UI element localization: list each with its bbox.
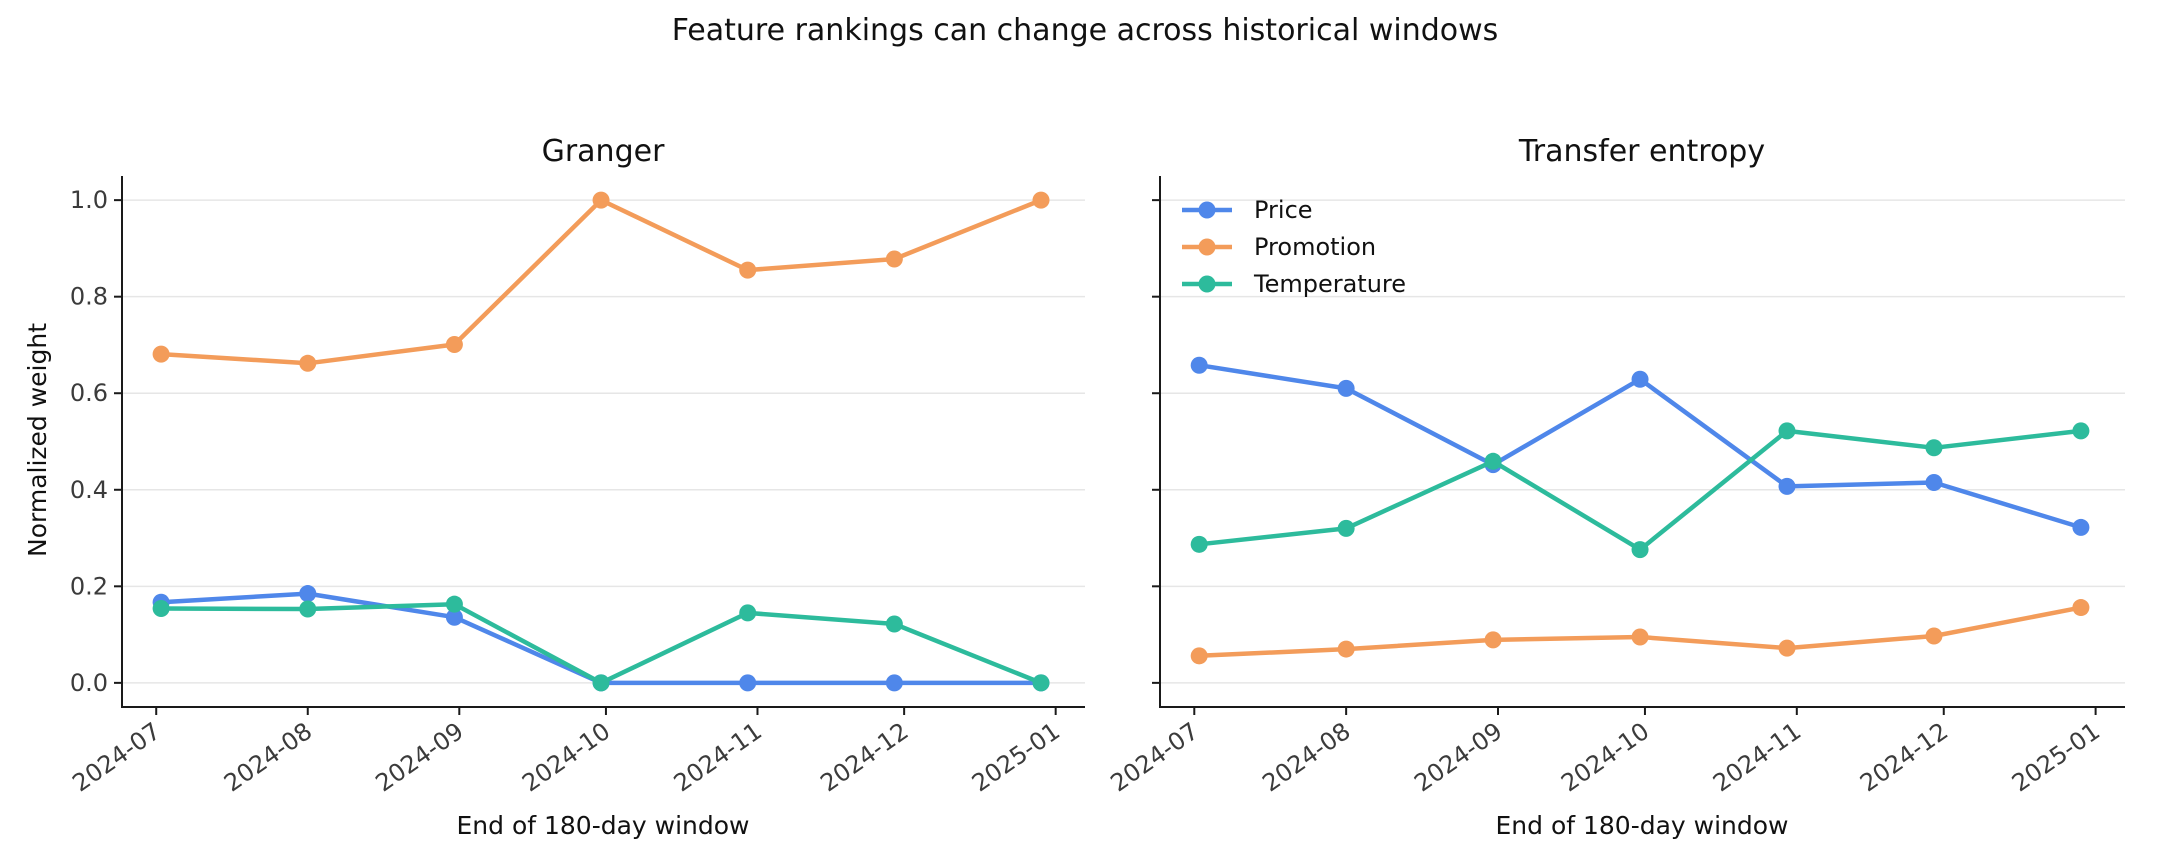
transfer-entropy-promotion-point	[1631, 628, 1649, 646]
transfer-entropy-panel-title: Transfer entropy	[1518, 134, 1765, 169]
transfer-entropy-x-tick-label: 2024-10	[1556, 717, 1654, 797]
transfer-entropy-x-tick-label: 2024-07	[1106, 717, 1204, 797]
transfer-entropy-price-point	[1925, 474, 1943, 492]
granger-panel-title: Granger	[542, 134, 665, 169]
granger-axes-spine	[121, 176, 1085, 708]
granger-x-tick-label: 2024-09	[371, 717, 469, 797]
transfer-entropy-temperature-point	[1631, 541, 1649, 559]
granger-price-point	[885, 674, 903, 692]
granger-price-point	[445, 608, 463, 626]
granger-panel: Granger Normalized weight End of 180-day…	[23, 134, 1085, 840]
transfer-entropy-price-point	[1778, 477, 1796, 495]
legend-promotion-label: Promotion	[1254, 233, 1376, 261]
granger-temperature-point	[152, 600, 170, 618]
transfer-entropy-promotion-point	[1484, 631, 1502, 649]
transfer-entropy-promotion-point	[1190, 647, 1208, 665]
transfer-entropy-x-tick-label: 2024-09	[1409, 717, 1507, 797]
transfer-entropy-x-tick-label: 2024-08	[1257, 717, 1355, 797]
legend-price-label: Price	[1254, 196, 1313, 224]
transfer-entropy-price-point	[1190, 356, 1208, 374]
granger-promotion-point	[299, 354, 317, 372]
granger-price-point	[299, 585, 317, 603]
transfer-entropy-x-tick-label: 2024-12	[1855, 717, 1953, 797]
transfer-entropy-temperature-point	[2072, 422, 2090, 440]
granger-x-tick-label: 2024-10	[517, 717, 615, 797]
granger-y-tick-label: 1.0	[70, 186, 108, 214]
granger-temperature-point	[592, 674, 610, 692]
transfer-entropy-price-point	[2072, 518, 2090, 536]
granger-promotion-point	[885, 250, 903, 268]
figure-title: Feature rankings can change across histo…	[672, 13, 1499, 48]
granger-promotion-line	[158, 197, 1044, 366]
granger-y-tick-label: 0.2	[70, 572, 108, 600]
transfer-entropy-promotion-point	[1337, 640, 1355, 658]
granger-x-tick-label: 2024-07	[67, 717, 165, 797]
transfer-entropy-promotion-point	[1778, 639, 1796, 657]
granger-y-axis-label: Normalized weight	[23, 323, 52, 557]
transfer-entropy-x-axis-label: End of 180-day window	[1495, 811, 1788, 840]
transfer-entropy-panel: Transfer entropy End of 180-day window 2…	[1106, 134, 2125, 840]
transfer-entropy-price-point	[1337, 379, 1355, 397]
granger-promotion-point	[445, 335, 463, 353]
granger-x-tick-label: 2024-11	[669, 717, 767, 797]
transfer-entropy-x-tick-label: 2025-01	[2007, 717, 2105, 797]
granger-y-tick-label: 0.0	[70, 669, 108, 697]
legend-temperature-marker	[1198, 275, 1216, 293]
granger-temperature-point	[739, 604, 757, 622]
granger-x-tick-label: 2024-12	[815, 717, 913, 797]
transfer-entropy-x-tick-label: 2024-11	[1708, 717, 1806, 797]
legend-promotion-marker	[1198, 238, 1216, 256]
granger-x-tick-label: 2025-01	[967, 717, 1065, 797]
granger-y-tick-label: 0.8	[70, 283, 108, 311]
transfer-entropy-price-point	[1631, 370, 1649, 388]
granger-temperature-point	[1032, 674, 1050, 692]
granger-temperature-line	[158, 601, 1044, 686]
granger-promotion-point	[1032, 191, 1050, 209]
transfer-entropy-axes-spine	[1159, 176, 2125, 708]
transfer-entropy-promotion-point	[2072, 599, 2090, 617]
transfer-entropy-temperature-point	[1778, 422, 1796, 440]
granger-promotion-point	[152, 345, 170, 363]
transfer-entropy-temperature-point	[1190, 535, 1208, 553]
granger-temperature-point	[885, 615, 903, 633]
granger-x-tick-label: 2024-08	[219, 717, 317, 797]
granger-x-axis-label: End of 180-day window	[456, 811, 749, 840]
granger-promotion-point	[739, 261, 757, 279]
legend: Price Promotion Temperature	[1182, 196, 1406, 298]
granger-y-tick-label: 0.4	[70, 476, 108, 504]
legend-price-marker	[1198, 201, 1216, 219]
transfer-entropy-temperature-point	[1337, 519, 1355, 537]
granger-temperature-point	[445, 595, 463, 613]
legend-temperature-label: Temperature	[1253, 270, 1406, 298]
granger-temperature-point	[299, 600, 317, 618]
transfer-entropy-temperature-point	[1484, 452, 1502, 470]
granger-price-point	[739, 674, 757, 692]
granger-promotion-point	[592, 191, 610, 209]
transfer-entropy-temperature-point	[1925, 439, 1943, 457]
granger-y-tick-label: 0.6	[70, 379, 108, 407]
transfer-entropy-promotion-point	[1925, 627, 1943, 645]
